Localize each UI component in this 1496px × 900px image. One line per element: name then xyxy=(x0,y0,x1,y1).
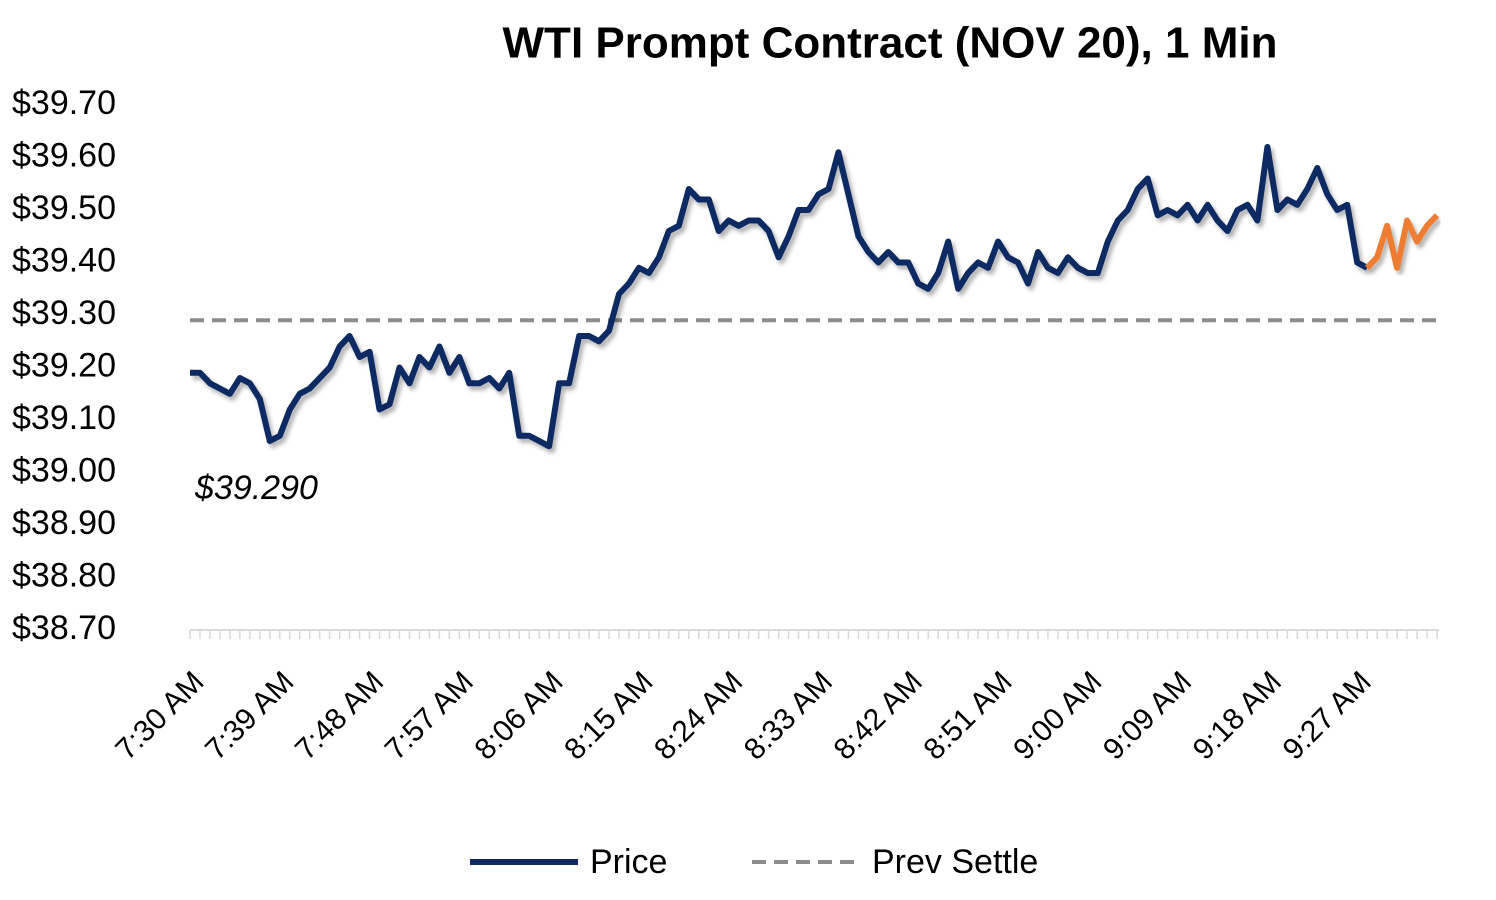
y-tick-label: $38.80 xyxy=(12,556,116,594)
y-tick-label: $39.40 xyxy=(12,241,116,279)
x-tick-label: 8:06 AM xyxy=(469,665,570,766)
series-line xyxy=(1365,213,1440,271)
y-tick-label: $39.20 xyxy=(12,346,116,384)
x-tick-label: 7:39 AM xyxy=(199,665,300,766)
y-tick-label: $38.90 xyxy=(12,504,116,542)
prev-settle-label: $39.290 xyxy=(194,469,318,507)
x-tick-label: 8:15 AM xyxy=(558,665,659,766)
y-tick-label: $39.10 xyxy=(12,399,116,437)
x-tick-label: 8:33 AM xyxy=(738,665,839,766)
x-tick-label: 8:24 AM xyxy=(648,665,749,766)
series-line xyxy=(190,144,1369,450)
x-tick-label: 8:42 AM xyxy=(828,665,929,766)
legend-label: Prev Settle xyxy=(872,843,1038,881)
x-tick-label: 9:27 AM xyxy=(1277,665,1378,766)
x-tick-label: 9:09 AM xyxy=(1097,665,1198,766)
y-tick-label: $39.70 xyxy=(12,84,116,122)
x-tick-label: 8:51 AM xyxy=(917,665,1018,766)
y-tick-label: $39.00 xyxy=(12,451,116,489)
y-tick-label: $38.70 xyxy=(12,609,116,647)
x-tick-label: 9:00 AM xyxy=(1007,665,1108,766)
x-tick-label: 7:30 AM xyxy=(109,665,210,766)
y-tick-label: $39.30 xyxy=(12,294,116,332)
legend-label: Price xyxy=(590,843,667,881)
x-tick-label: 7:57 AM xyxy=(379,665,480,766)
chart-title: WTI Prompt Contract (NOV 20), 1 Min xyxy=(503,19,1278,68)
x-tick-label: 9:18 AM xyxy=(1187,665,1288,766)
y-tick-label: $39.50 xyxy=(12,189,116,227)
x-tick-label: 7:48 AM xyxy=(289,665,390,766)
y-tick-label: $39.60 xyxy=(12,136,116,174)
